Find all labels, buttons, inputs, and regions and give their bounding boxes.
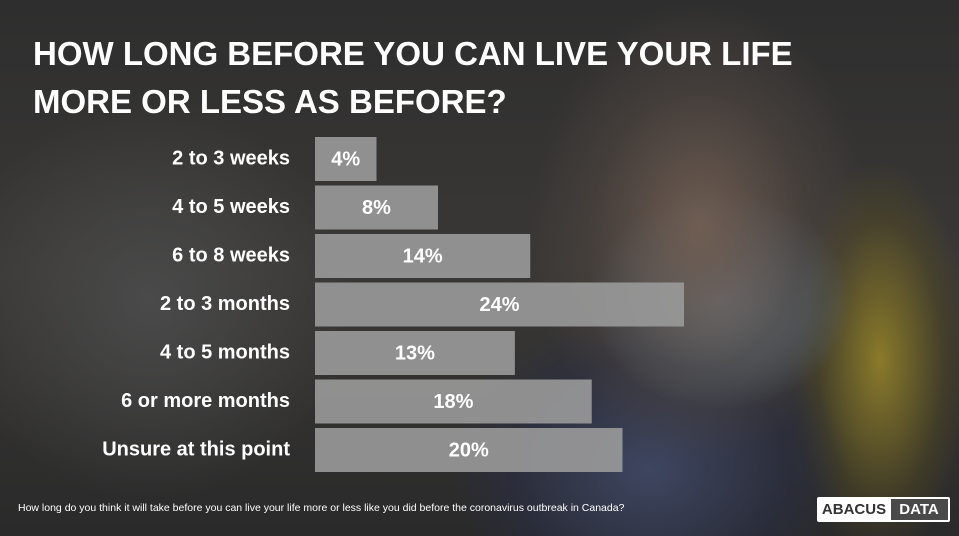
- bar: [315, 331, 515, 375]
- category-label: 2 to 3 months: [160, 293, 290, 315]
- category-label: 2 to 3 weeks: [172, 147, 290, 169]
- category-label: 4 to 5 weeks: [172, 196, 290, 218]
- value-label: 18%: [433, 391, 473, 413]
- category-label: Unsure at this point: [102, 438, 290, 460]
- value-label: 14%: [403, 245, 443, 267]
- bar: [315, 428, 623, 472]
- category-label: 6 or more months: [121, 390, 290, 412]
- value-label: 13%: [395, 342, 435, 364]
- value-label: 24%: [479, 294, 519, 316]
- value-label: 8%: [362, 197, 391, 219]
- value-label: 4%: [331, 148, 360, 170]
- bar: [315, 282, 684, 327]
- logo-right: DATA: [899, 501, 939, 518]
- bar: [315, 234, 531, 278]
- category-label: 6 to 8 weeks: [172, 244, 290, 266]
- category-label: 4 to 5 months: [160, 341, 290, 363]
- chart-title: HOW LONG BEFORE YOU CAN LIVE YOUR LIFE M…: [33, 35, 793, 120]
- logo-left: ABACUS: [822, 501, 886, 518]
- bar: [315, 185, 438, 230]
- footnote: How long do you think it will take befor…: [18, 502, 625, 514]
- logo-box-dark: [891, 499, 948, 520]
- value-label: 20%: [449, 439, 489, 461]
- bar: [315, 137, 377, 181]
- bar: [315, 379, 592, 424]
